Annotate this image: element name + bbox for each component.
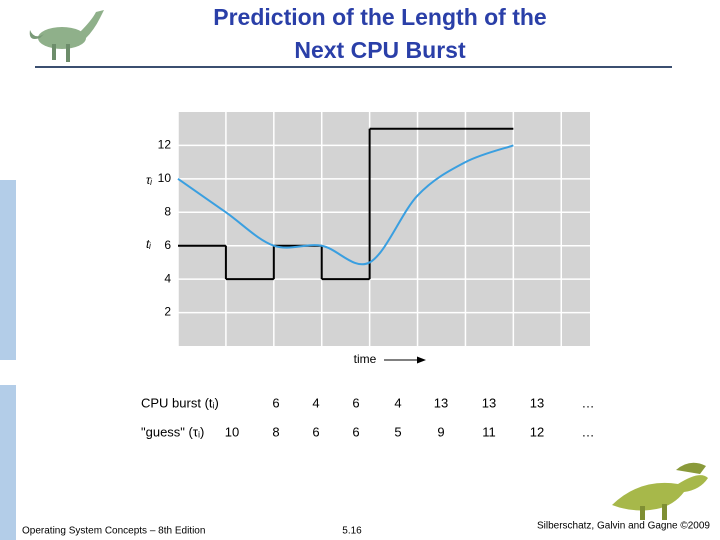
side-strip	[0, 385, 16, 540]
series-symbol: τᵢ	[146, 173, 152, 187]
x-arrow	[384, 356, 426, 364]
table-value: 13	[434, 395, 448, 410]
table-value: 10	[225, 424, 239, 439]
row-label: CPU burst (tᵢ)	[141, 395, 219, 410]
row-label: "guess" (τᵢ)	[141, 424, 204, 439]
table-value: 4	[394, 395, 401, 410]
table-value: 6	[272, 395, 279, 410]
table-value: 11	[482, 424, 496, 439]
y-tick-label: 2	[164, 305, 171, 319]
table-value: 13	[530, 395, 544, 410]
side-strip	[0, 180, 16, 360]
marks	[177, 127, 514, 281]
y-tick-label: 12	[158, 138, 172, 152]
footer-left: Operating System Concepts – 8th Edition	[22, 526, 205, 537]
ellipsis: …	[582, 424, 595, 439]
footer-right: Silberschatz, Galvin and Gagne ©2009	[537, 521, 710, 532]
guess-curve	[177, 144, 514, 266]
table-value: 6	[352, 395, 359, 410]
title-line: Prediction of the Length of the	[213, 4, 546, 30]
ellipsis: …	[582, 395, 595, 410]
y-tick-label: 8	[164, 204, 171, 218]
footer-center: 5.16	[342, 526, 362, 537]
dinosaur-top	[29, 10, 104, 62]
table-value: 13	[482, 395, 496, 410]
y-tick-label: 10	[158, 171, 172, 185]
table-value: 8	[272, 424, 279, 439]
dinosaur-bottom	[612, 462, 708, 520]
table-value: 6	[312, 424, 319, 439]
table-value: 5	[394, 424, 401, 439]
plot-area	[178, 112, 590, 346]
y-tick-label: 4	[164, 271, 171, 285]
table-value: 9	[437, 424, 444, 439]
table-value: 4	[312, 395, 319, 410]
table-value: 12	[530, 424, 544, 439]
value-table: CPU burst (tᵢ) 6 4 6 4 13 13 13 … "guess" (τᵢ) 10 8…	[141, 395, 595, 439]
y-tick-label: 6	[164, 238, 171, 252]
series-symbol: tᵢ	[146, 237, 151, 251]
table-value: 6	[352, 424, 359, 439]
title-line: Next CPU Burst	[294, 37, 466, 63]
x-axis-label: time	[354, 352, 377, 366]
